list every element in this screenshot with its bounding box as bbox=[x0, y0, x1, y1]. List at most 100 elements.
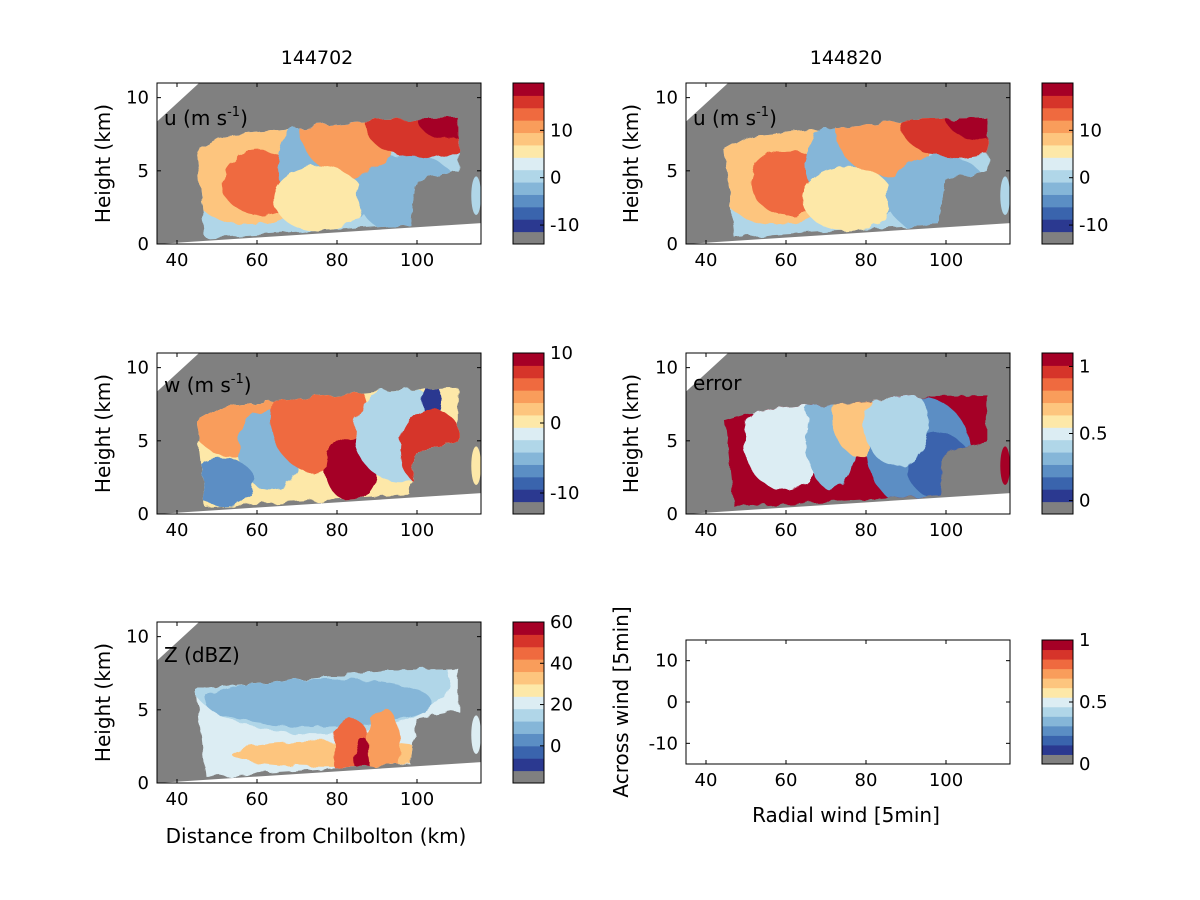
colorbar-segment bbox=[1042, 95, 1073, 109]
x-axis-label: Radial wind [5min] bbox=[752, 803, 940, 827]
colorbar-segment bbox=[1042, 219, 1073, 233]
panel-label: Z (dBZ) bbox=[164, 643, 240, 667]
field-cell bbox=[299, 118, 404, 177]
edge-echo bbox=[471, 715, 482, 755]
colorbar-tick-label: 10 bbox=[1079, 120, 1102, 141]
colorbar-segment bbox=[1042, 439, 1073, 453]
x-tick-label: 80 bbox=[326, 789, 349, 810]
colorbar-w: -10 0 10 bbox=[512, 343, 579, 515]
colorbar-segment bbox=[513, 696, 544, 710]
colorbar-tick-label: 0 bbox=[1079, 491, 1090, 512]
colorbar-tick-label: 0 bbox=[550, 168, 561, 189]
field-cell bbox=[835, 118, 939, 177]
colorbar-frame bbox=[512, 352, 545, 515]
x-tick-label: 100 bbox=[400, 250, 434, 271]
x-tick-label: 40 bbox=[695, 250, 718, 271]
x-tick-label: 40 bbox=[695, 520, 718, 541]
colorbar-segment bbox=[513, 733, 544, 747]
x-tick-label: 80 bbox=[855, 250, 878, 271]
y-tick-label: 10 bbox=[126, 358, 149, 379]
colorbar-segment bbox=[1042, 83, 1073, 96]
colorbar-segment bbox=[513, 452, 544, 465]
colorbar-segment bbox=[1042, 182, 1073, 195]
colorbar-segment bbox=[513, 721, 544, 734]
colorbar-tick-label: 1 bbox=[1079, 630, 1090, 651]
colorbar-frame bbox=[512, 621, 545, 784]
unobserved-wedge-bottom bbox=[686, 493, 1010, 514]
colorbar-segment bbox=[513, 144, 544, 158]
colorbar-segment bbox=[1042, 107, 1073, 121]
x-tick-label: 40 bbox=[166, 520, 189, 541]
colorbar-segment bbox=[1042, 365, 1073, 379]
colorbar-segment bbox=[513, 501, 544, 514]
colorbar-segment bbox=[513, 671, 544, 685]
colorbar-segment bbox=[1042, 464, 1073, 478]
colorbar-frame bbox=[512, 82, 545, 245]
unobserved-wedge-top bbox=[686, 353, 729, 392]
unobserved-wedge-bottom bbox=[157, 493, 481, 514]
colorbar-segment bbox=[513, 622, 544, 635]
colorbar-segment bbox=[1042, 640, 1073, 651]
x-tick-label: 80 bbox=[326, 520, 349, 541]
x-tick-label: 60 bbox=[246, 520, 269, 541]
colorbar-segment bbox=[1042, 169, 1073, 183]
x-tick-label: 40 bbox=[166, 250, 189, 271]
plot-frame bbox=[156, 352, 482, 515]
colorbar-segment bbox=[513, 132, 544, 146]
colorbar-segment bbox=[513, 157, 544, 171]
y-tick-label: 5 bbox=[667, 431, 678, 452]
colorbar-segment bbox=[1042, 649, 1073, 660]
colorbar-segment bbox=[513, 659, 544, 673]
colorbar-tick-label: 40 bbox=[550, 653, 573, 674]
column-title-left: 144702 bbox=[281, 47, 354, 69]
edge-echo bbox=[471, 446, 482, 486]
colorbar-segment bbox=[513, 402, 544, 416]
reflectivity-heatmap bbox=[157, 622, 482, 783]
colorbar-segment bbox=[513, 464, 544, 478]
colorbar-segment bbox=[1042, 414, 1073, 428]
y-axis-label: Height (km) bbox=[91, 374, 115, 493]
y-tick-label: 0 bbox=[667, 692, 678, 713]
x-tick-label: 60 bbox=[775, 250, 798, 271]
colorbar-segment bbox=[513, 182, 544, 195]
unobserved-wedge-bottom bbox=[157, 762, 481, 783]
y-tick-label: 5 bbox=[138, 700, 149, 721]
y-axis-label: Height (km) bbox=[91, 643, 115, 762]
edge-echo bbox=[1000, 446, 1010, 486]
colorbar-tick-label: 0.5 bbox=[1079, 692, 1108, 713]
colorbar-segment bbox=[513, 770, 544, 783]
colorbar-segment bbox=[513, 231, 544, 244]
colorbar-segment bbox=[1042, 120, 1073, 134]
colorbar-tick-label: 60 bbox=[550, 612, 573, 633]
colorbar-segment bbox=[1042, 735, 1073, 746]
unobserved-wedge-top bbox=[157, 83, 200, 122]
x-tick-label: 100 bbox=[929, 250, 963, 271]
x-tick-label: 100 bbox=[400, 789, 434, 810]
colorbar-segment bbox=[1042, 132, 1073, 146]
colorbar-tick-label: 10 bbox=[550, 343, 573, 364]
colorbar-segment bbox=[1042, 716, 1073, 727]
panel-label: u (m s-1) bbox=[693, 105, 777, 130]
x-tick-label: 100 bbox=[400, 520, 434, 541]
x-tick-label: 100 bbox=[929, 520, 963, 541]
colorbar-segment bbox=[513, 120, 544, 134]
panel-label: w (m s-1) bbox=[164, 372, 252, 397]
field-cell bbox=[205, 678, 433, 727]
colorbar-segment bbox=[1042, 659, 1073, 670]
colorbar-segment bbox=[513, 83, 544, 96]
plot-frame bbox=[685, 352, 1011, 515]
colorbar-segment bbox=[513, 219, 544, 233]
y-tick-label: 0 bbox=[667, 504, 678, 525]
u-field-heatmap bbox=[686, 83, 1010, 244]
panel-reflectivity: 40 60 80 100 0 5 10 Z (dBZ) Height (km) Distan… bbox=[91, 612, 573, 848]
y-tick-label: 0 bbox=[138, 504, 149, 525]
field-cell bbox=[195, 457, 255, 506]
field-cell bbox=[744, 394, 823, 490]
edge-echo bbox=[1000, 176, 1010, 216]
colorbar-segment bbox=[1042, 744, 1073, 755]
y-tick-label: 10 bbox=[126, 88, 149, 109]
x-axis-label: Distance from Chilbolton (km) bbox=[166, 824, 467, 848]
x-tick-label: 80 bbox=[326, 250, 349, 271]
